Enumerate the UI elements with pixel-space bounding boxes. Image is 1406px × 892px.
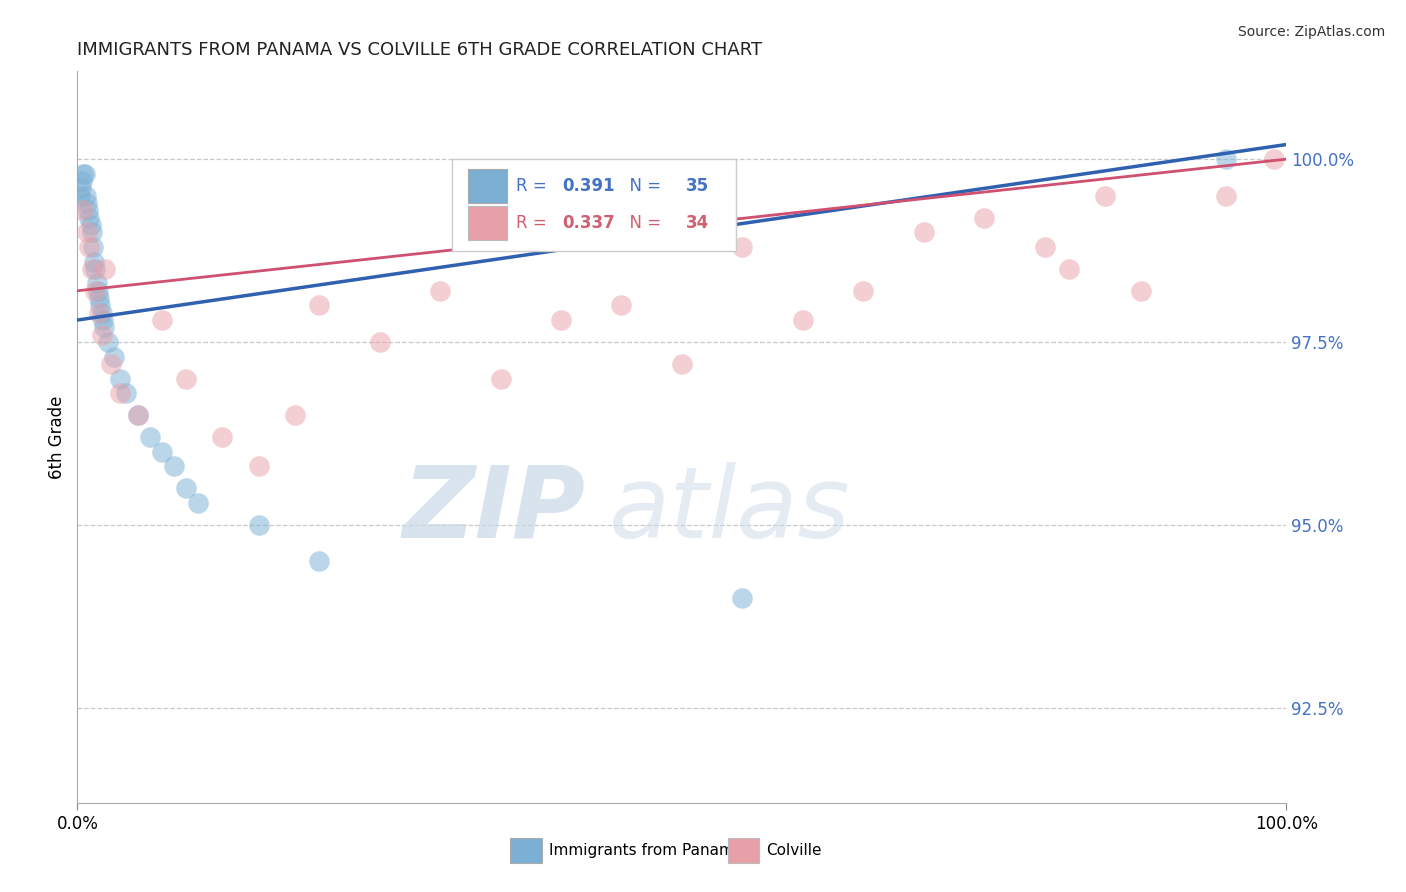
- Point: [1033, 240, 1056, 254]
- Point: [671, 357, 693, 371]
- Point: [1094, 188, 1116, 202]
- Point: [86, 277, 108, 291]
- Point: [108, 386, 131, 401]
- Point: [127, 408, 149, 422]
- FancyBboxPatch shape: [453, 159, 737, 251]
- Point: [211, 430, 233, 444]
- Text: N =: N =: [619, 214, 666, 232]
- Point: [368, 334, 391, 349]
- Point: [731, 591, 754, 605]
- Text: Immigrants from Panama: Immigrants from Panama: [548, 843, 744, 858]
- Text: 0.337: 0.337: [562, 214, 614, 232]
- Point: [1215, 152, 1237, 166]
- Point: [1215, 188, 1237, 202]
- Text: N =: N =: [619, 178, 666, 195]
- Point: [80, 225, 103, 239]
- Text: R =: R =: [516, 178, 553, 195]
- Point: [77, 203, 100, 218]
- Point: [792, 313, 814, 327]
- Point: [83, 254, 105, 268]
- Point: [114, 386, 136, 401]
- Text: atlas: atlas: [609, 462, 851, 558]
- Point: [852, 284, 875, 298]
- Point: [127, 408, 149, 422]
- Point: [89, 298, 111, 312]
- Point: [247, 517, 270, 532]
- Point: [150, 444, 173, 458]
- Point: [87, 306, 110, 320]
- Point: [90, 306, 112, 320]
- Text: IMMIGRANTS FROM PANAMA VS COLVILLE 6TH GRADE CORRELATION CHART: IMMIGRANTS FROM PANAMA VS COLVILLE 6TH G…: [77, 41, 762, 59]
- Point: [87, 291, 110, 305]
- FancyBboxPatch shape: [468, 169, 506, 203]
- Text: Colville: Colville: [766, 843, 823, 858]
- Point: [163, 459, 186, 474]
- Point: [731, 240, 754, 254]
- Point: [84, 261, 107, 276]
- Point: [973, 211, 995, 225]
- Point: [187, 496, 209, 510]
- Point: [70, 174, 93, 188]
- Point: [70, 181, 93, 195]
- Point: [174, 371, 197, 385]
- Point: [79, 240, 101, 254]
- Point: [72, 203, 94, 218]
- Point: [76, 196, 98, 211]
- Point: [94, 261, 117, 276]
- Point: [93, 320, 115, 334]
- Point: [308, 298, 330, 312]
- Point: [96, 334, 118, 349]
- Point: [429, 284, 451, 298]
- Y-axis label: 6th Grade: 6th Grade: [48, 395, 66, 479]
- Text: 35: 35: [686, 178, 709, 195]
- Point: [90, 327, 112, 342]
- Point: [73, 167, 96, 181]
- FancyBboxPatch shape: [468, 206, 506, 240]
- Text: Source: ZipAtlas.com: Source: ZipAtlas.com: [1237, 25, 1385, 39]
- Point: [80, 261, 103, 276]
- FancyBboxPatch shape: [728, 838, 759, 863]
- Text: 0.391: 0.391: [562, 178, 614, 195]
- Point: [139, 430, 162, 444]
- Point: [82, 240, 104, 254]
- Point: [1130, 284, 1153, 298]
- Point: [489, 371, 512, 385]
- Point: [76, 225, 98, 239]
- Point: [69, 188, 91, 202]
- Point: [103, 350, 125, 364]
- Point: [308, 554, 330, 568]
- Point: [75, 188, 97, 202]
- Point: [1057, 261, 1080, 276]
- Text: R =: R =: [516, 214, 553, 232]
- Point: [79, 211, 101, 225]
- Point: [247, 459, 270, 474]
- Point: [84, 284, 107, 298]
- Point: [72, 167, 94, 181]
- Point: [912, 225, 935, 239]
- Text: 34: 34: [686, 214, 709, 232]
- Point: [100, 357, 122, 371]
- Point: [610, 298, 633, 312]
- Point: [1263, 152, 1285, 166]
- Point: [91, 313, 114, 327]
- Text: ZIP: ZIP: [402, 462, 585, 558]
- Point: [79, 218, 101, 232]
- Point: [108, 371, 131, 385]
- Point: [174, 481, 197, 495]
- Point: [284, 408, 307, 422]
- FancyBboxPatch shape: [510, 838, 541, 863]
- Point: [150, 313, 173, 327]
- Point: [550, 313, 572, 327]
- Point: [87, 284, 110, 298]
